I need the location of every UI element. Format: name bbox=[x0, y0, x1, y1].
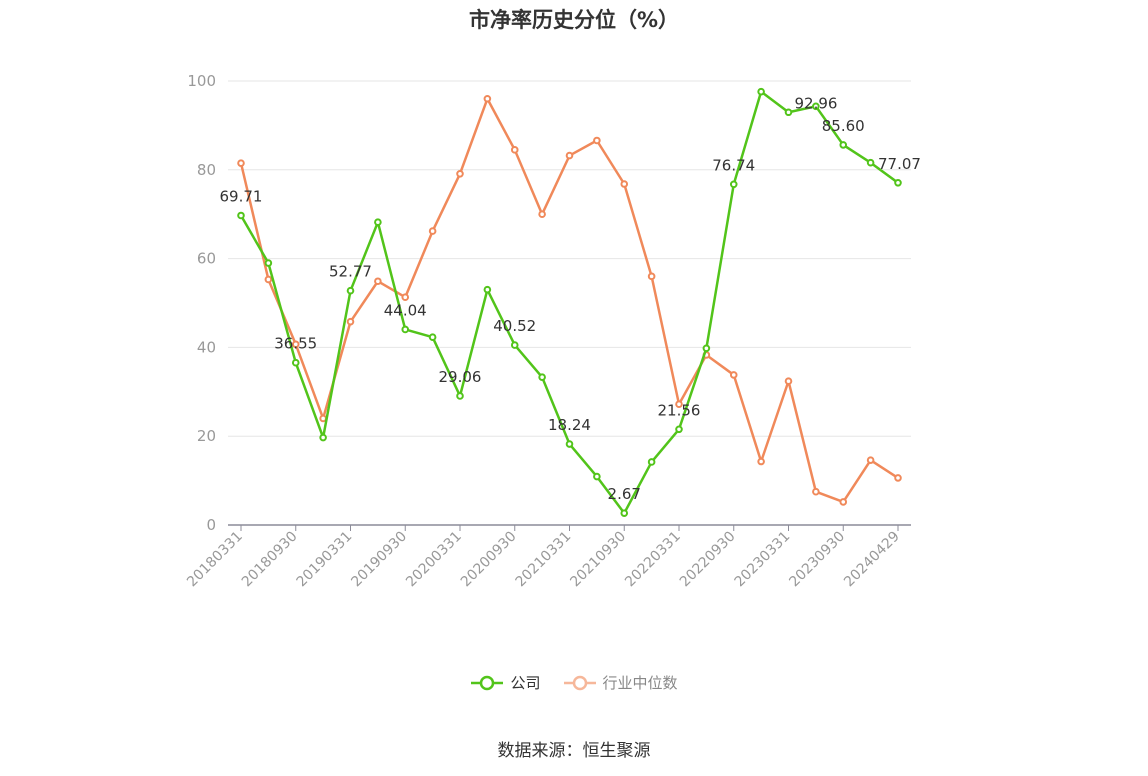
data-point bbox=[620, 509, 629, 517]
data-point bbox=[647, 458, 656, 466]
legend-label: 公司 bbox=[510, 674, 541, 692]
data-point bbox=[565, 151, 574, 160]
y-tick-label: 60 bbox=[197, 250, 216, 268]
line-chart: 0 20 40 60 80 100 2018033120180930201903312019… bbox=[184, 72, 921, 590]
data-point bbox=[675, 425, 683, 434]
data-point bbox=[456, 169, 464, 178]
data-point bbox=[264, 275, 273, 284]
data-point bbox=[538, 210, 546, 218]
data-point bbox=[757, 87, 765, 96]
legend: 公司 行业中位数 bbox=[0, 672, 1148, 693]
data-point bbox=[428, 333, 437, 341]
legend-label: 行业中位数 bbox=[602, 674, 678, 692]
x-tick-label: 20230930 bbox=[786, 529, 848, 591]
x-tick-label: 20200331 bbox=[403, 529, 465, 591]
data-point bbox=[237, 159, 245, 167]
data-point bbox=[729, 180, 738, 189]
data-point bbox=[510, 146, 519, 154]
data-point bbox=[374, 277, 382, 286]
data-point bbox=[675, 400, 683, 409]
legend-item-company[interactable]: 公司 bbox=[470, 672, 541, 693]
data-point bbox=[757, 457, 765, 466]
data-label: 44.04 bbox=[384, 301, 427, 319]
legend-marker-icon bbox=[563, 675, 596, 690]
data-point bbox=[264, 259, 273, 267]
y-tick-label: 80 bbox=[197, 161, 216, 179]
x-tick-label: 20240429 bbox=[841, 529, 903, 591]
data-point bbox=[812, 102, 820, 111]
data-point bbox=[593, 136, 601, 145]
data-label: 92.96 bbox=[795, 94, 838, 112]
data-point bbox=[483, 285, 492, 294]
data-source: 数据来源：恒生聚源 bbox=[497, 741, 651, 761]
data-point bbox=[401, 325, 410, 334]
x-tick-label: 20190331 bbox=[294, 529, 356, 591]
chart-title: 市净率历史分位（%） bbox=[468, 8, 680, 32]
data-point bbox=[593, 472, 601, 481]
x-tick-label: 20210331 bbox=[513, 529, 575, 591]
data-point bbox=[483, 94, 492, 103]
data-point bbox=[428, 227, 437, 235]
x-tick-label: 20220930 bbox=[677, 529, 739, 591]
x-tick-label: 20180930 bbox=[239, 529, 301, 591]
data-label: 18.24 bbox=[548, 416, 591, 434]
data-point bbox=[319, 433, 327, 442]
data-label: 69.71 bbox=[220, 187, 263, 205]
data-point bbox=[702, 344, 711, 353]
data-point bbox=[291, 340, 300, 349]
x-tick-label: 20180331 bbox=[184, 529, 246, 591]
data-point bbox=[620, 180, 629, 188]
data-label: 40.52 bbox=[493, 317, 536, 335]
y-tick-label: 100 bbox=[187, 72, 216, 90]
data-label: 77.07 bbox=[878, 155, 921, 173]
data-point bbox=[812, 487, 820, 496]
data-label: 36.55 bbox=[274, 335, 317, 353]
x-tick-label: 20220331 bbox=[622, 529, 684, 591]
y-tick-label: 20 bbox=[197, 427, 216, 445]
data-point bbox=[839, 498, 848, 506]
x-tick-label: 20210930 bbox=[567, 529, 629, 591]
data-label: 21.56 bbox=[658, 401, 701, 419]
data-label: 29.06 bbox=[439, 368, 482, 386]
grid-lines bbox=[228, 80, 911, 437]
data-label: 76.74 bbox=[712, 156, 755, 174]
data-point bbox=[538, 373, 546, 381]
data-point bbox=[291, 358, 300, 367]
data-point bbox=[510, 341, 519, 349]
legend-marker-icon bbox=[471, 675, 504, 690]
data-label: 85.60 bbox=[822, 117, 865, 135]
data-point bbox=[346, 317, 355, 326]
x-tick-label: 20200930 bbox=[458, 529, 520, 591]
y-tick-label: 0 bbox=[206, 516, 216, 534]
data-point bbox=[839, 141, 848, 149]
data-point bbox=[374, 218, 382, 226]
data-point bbox=[894, 474, 902, 482]
data-point bbox=[866, 158, 875, 167]
data-point bbox=[784, 108, 793, 117]
data-point bbox=[647, 272, 656, 281]
series-lines bbox=[237, 87, 902, 517]
data-point bbox=[456, 392, 464, 400]
data-point bbox=[784, 377, 793, 385]
x-tick-label: 20230331 bbox=[732, 529, 794, 591]
data-point bbox=[565, 440, 574, 448]
data-label: 2.67 bbox=[608, 485, 641, 503]
data-point bbox=[237, 211, 245, 220]
data-point bbox=[866, 456, 875, 464]
data-point bbox=[401, 293, 410, 302]
data-labels: 69.71 36.55 52.77 44.04 29.06 40.52 18.24 2.67 2… bbox=[220, 94, 921, 503]
legend-item-industry-median[interactable]: 行业中位数 bbox=[563, 672, 678, 693]
data-point bbox=[346, 286, 355, 295]
x-tick-label: 20190930 bbox=[348, 529, 410, 591]
y-tick-label: 40 bbox=[197, 338, 216, 356]
data-label: 52.77 bbox=[329, 263, 372, 281]
data-point bbox=[729, 371, 738, 379]
axes: 0 20 40 60 80 100 2018033120180930201903312019… bbox=[184, 72, 911, 590]
data-point bbox=[894, 179, 902, 187]
